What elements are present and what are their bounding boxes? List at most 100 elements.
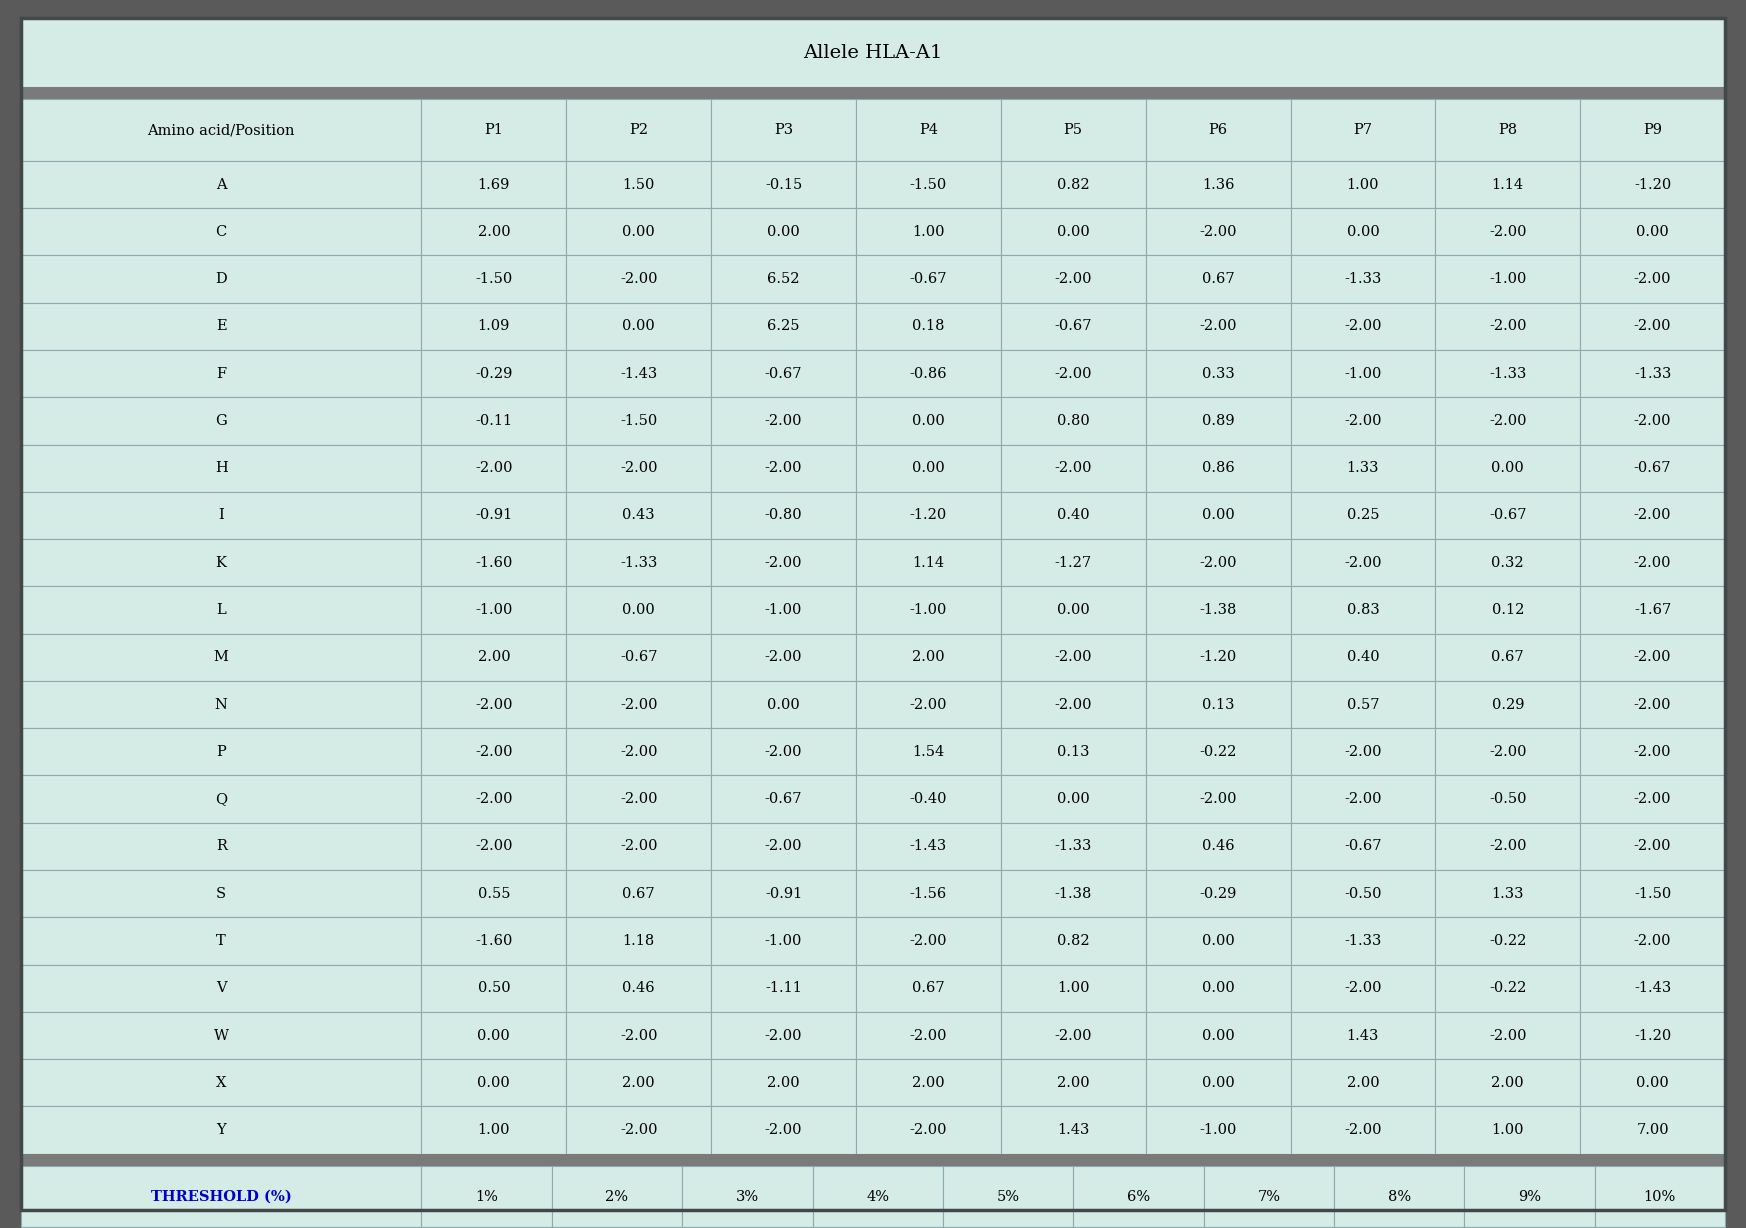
Bar [421, 445, 566, 491]
Text: 10%: 10% [1643, 1190, 1676, 1203]
Bar [1580, 586, 1725, 634]
Bar [711, 1012, 856, 1059]
Text: -2.00: -2.00 [620, 840, 658, 853]
Bar [1145, 869, 1290, 917]
Text: 0.00: 0.00 [766, 225, 800, 238]
Text: -0.91: -0.91 [765, 887, 801, 900]
Bar [1435, 680, 1580, 728]
Bar [1290, 1106, 1435, 1153]
Text: 0.40: 0.40 [1056, 508, 1090, 522]
Text: 0.00: 0.00 [477, 1076, 510, 1089]
Bar [421, 680, 566, 728]
Bar [856, 302, 1000, 350]
Text: -2.00: -2.00 [1489, 1029, 1526, 1043]
Bar [21, 1012, 421, 1059]
Bar [1290, 1059, 1435, 1106]
Bar [421, 775, 566, 823]
Text: 4%: 4% [866, 1190, 889, 1203]
Text: L: L [217, 603, 225, 616]
Text: -0.80: -0.80 [765, 508, 803, 522]
Bar [1145, 586, 1290, 634]
Bar [1580, 917, 1725, 964]
Text: -1.33: -1.33 [1055, 840, 1091, 853]
Text: -2.00: -2.00 [1634, 508, 1671, 522]
Text: -0.22: -0.22 [1200, 745, 1236, 759]
Bar [856, 445, 1000, 491]
Bar [1580, 680, 1725, 728]
Bar [856, 964, 1000, 1012]
Text: 0.46: 0.46 [622, 981, 655, 995]
Bar [1145, 775, 1290, 823]
Bar [1145, 823, 1290, 869]
Text: 1.50: 1.50 [623, 178, 655, 192]
Text: -1.43: -1.43 [910, 840, 946, 853]
Text: 0.00: 0.00 [1056, 603, 1090, 616]
Text: H: H [215, 462, 227, 475]
Text: -0.67: -0.67 [1634, 462, 1671, 475]
Text: -2.00: -2.00 [1634, 745, 1671, 759]
Text: -2.00: -2.00 [1634, 556, 1671, 570]
Text: P: P [217, 745, 225, 759]
Bar [21, 255, 421, 303]
Text: -2.00: -2.00 [1634, 651, 1671, 664]
Text: 0.00: 0.00 [1636, 1076, 1669, 1089]
Bar [1580, 728, 1725, 775]
Text: -2.00: -2.00 [1344, 414, 1381, 427]
Text: -2.00: -2.00 [475, 840, 513, 853]
Bar [21, 1153, 1725, 1165]
Text: 0.00: 0.00 [622, 603, 655, 616]
Bar [683, 1165, 812, 1227]
Bar [566, 445, 711, 491]
Text: 0.89: 0.89 [1201, 414, 1234, 427]
Bar [1580, 1012, 1725, 1059]
Text: 0.00: 0.00 [1491, 462, 1524, 475]
Text: -2.00: -2.00 [910, 935, 946, 948]
Bar [21, 302, 421, 350]
Bar [1000, 775, 1145, 823]
Bar [1000, 917, 1145, 964]
Text: D: D [215, 273, 227, 286]
Bar [1145, 302, 1290, 350]
Bar [21, 728, 421, 775]
Text: 0.25: 0.25 [1346, 508, 1379, 522]
Bar [566, 586, 711, 634]
Bar [1594, 1165, 1725, 1227]
Text: 2%: 2% [606, 1190, 629, 1203]
Bar [421, 397, 566, 445]
Text: -1.11: -1.11 [765, 981, 801, 995]
Bar [1000, 586, 1145, 634]
Bar [1580, 869, 1725, 917]
Bar [421, 255, 566, 303]
Text: 1.14: 1.14 [1491, 178, 1524, 192]
Text: 1.43: 1.43 [1056, 1124, 1090, 1137]
Text: 0.18: 0.18 [911, 319, 945, 333]
Bar [566, 539, 711, 586]
Bar [1290, 302, 1435, 350]
Bar [1435, 302, 1580, 350]
Text: -2.00: -2.00 [910, 1029, 946, 1043]
Bar [566, 302, 711, 350]
Bar [1145, 1059, 1290, 1106]
Bar [21, 964, 421, 1012]
Text: -2.00: -2.00 [1055, 462, 1091, 475]
Bar [566, 350, 711, 398]
Bar [1145, 445, 1290, 491]
Bar [1435, 634, 1580, 680]
Bar [1000, 208, 1145, 255]
Bar [1000, 397, 1145, 445]
Text: -1.67: -1.67 [1634, 603, 1671, 616]
Text: -1.33: -1.33 [1489, 367, 1526, 381]
Bar [1290, 586, 1435, 634]
Bar [21, 586, 421, 634]
Text: T: T [217, 935, 225, 948]
Text: -2.00: -2.00 [1489, 840, 1526, 853]
Text: 0.00: 0.00 [911, 462, 945, 475]
Bar [566, 823, 711, 869]
Text: -2.00: -2.00 [620, 698, 658, 711]
Text: F: F [217, 367, 227, 381]
Bar [1145, 728, 1290, 775]
Text: -2.00: -2.00 [1200, 556, 1236, 570]
Text: THRESHOLD (%): THRESHOLD (%) [150, 1190, 292, 1203]
Text: 1.00: 1.00 [911, 225, 945, 238]
Bar [856, 586, 1000, 634]
